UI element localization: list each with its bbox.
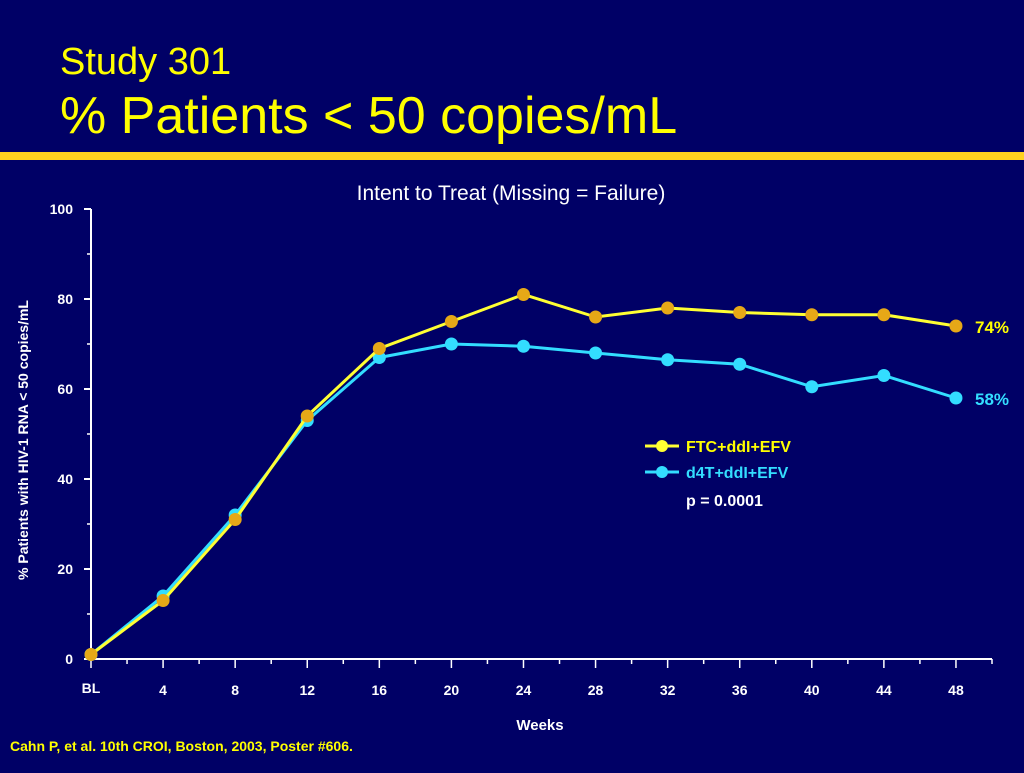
legend-label-0: FTC+ddI+EFV	[686, 439, 791, 456]
data-point-0	[949, 319, 963, 333]
data-point-0	[589, 310, 603, 324]
end-label-1: 58%	[975, 390, 1009, 409]
x-tick-label: 48	[948, 682, 964, 698]
data-point-1	[661, 353, 675, 367]
x-tick-label: 20	[444, 682, 460, 698]
x-tick-label: 40	[804, 682, 820, 698]
data-point-0	[661, 301, 675, 315]
data-point-0	[372, 342, 386, 355]
data-point-0	[805, 308, 819, 322]
slide-subtitle: % Patients < 50 copies/mL	[60, 87, 678, 145]
data-point-1	[949, 391, 963, 405]
data-point-1	[444, 337, 458, 351]
x-tick-label: 36	[732, 682, 748, 698]
legend-label-1: d4T+ddI+EFV	[686, 465, 789, 482]
data-point-1	[372, 351, 386, 364]
data-point-1	[589, 346, 603, 360]
data-point-0	[877, 308, 891, 322]
x-tick-label: 24	[516, 682, 532, 698]
series-line-1	[90, 342, 957, 656]
data-point-1	[877, 369, 891, 382]
p-value-annotation: p = 0.0001	[686, 493, 763, 510]
x-tick-label: 44	[876, 682, 892, 698]
y-tick-label: 0	[65, 651, 73, 667]
x-tick-label: 8	[231, 682, 239, 698]
y-tick-label: 60	[57, 381, 73, 397]
y-tick-label: 80	[57, 291, 73, 307]
x-tick-label: BL	[82, 680, 101, 696]
data-point-0	[444, 315, 458, 328]
legend-marker-0	[656, 440, 668, 452]
x-tick-label: 28	[588, 682, 604, 698]
y-tick-label: 20	[57, 561, 73, 577]
x-tick-label: 12	[299, 682, 315, 698]
data-point-0	[156, 594, 170, 607]
data-point-0	[733, 306, 747, 319]
y-axis-label: % Patients with HIV-1 RNA < 50 copies/mL	[15, 300, 31, 580]
data-point-1	[733, 357, 747, 371]
data-point-1	[516, 339, 530, 353]
x-axis-label: Weeks	[516, 717, 563, 734]
x-tick-label: 4	[159, 682, 167, 698]
data-point-1	[805, 380, 819, 394]
end-label-0: 74%	[975, 318, 1009, 337]
data-point-0	[228, 513, 242, 526]
data-point-0	[300, 409, 314, 423]
y-tick-label: 40	[57, 471, 73, 487]
chart-title: Intent to Treat (Missing = Failure)	[357, 182, 666, 205]
slide-title: Study 301	[60, 41, 232, 83]
y-tick-label: 100	[50, 201, 74, 217]
data-point-0	[84, 648, 98, 661]
x-tick-label: 16	[372, 682, 388, 698]
legend-marker-1	[656, 466, 668, 478]
x-tick-label: 32	[660, 682, 676, 698]
title-divider	[0, 152, 1024, 160]
data-point-0	[516, 288, 530, 301]
citation-text: Cahn P, et al. 10th CROI, Boston, 2003, …	[10, 738, 353, 754]
